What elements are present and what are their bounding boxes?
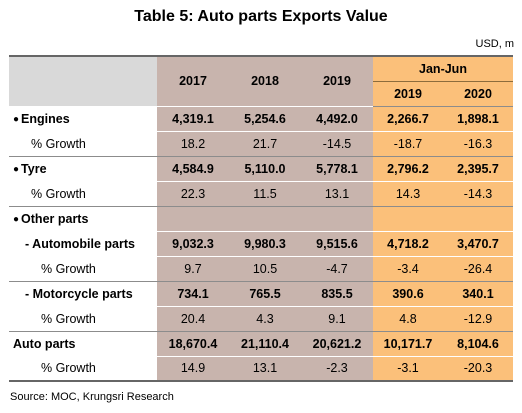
cell-2019: 20,621.2 (301, 331, 373, 357)
cell-jan-jun-2020 (443, 206, 513, 232)
cell-jan-jun-2019: -3.1 (373, 356, 443, 382)
cell-jan-jun-2020: 1,898.1 (443, 106, 513, 132)
row-label: % Growth (9, 181, 157, 207)
cell-2017: 4,319.1 (157, 106, 229, 132)
table-row: ● Tyre 4,584.9 5,110.0 5,778.1 2,796.2 2,… (9, 156, 513, 182)
cell-2019 (301, 206, 373, 232)
bullet-icon: ● (13, 213, 20, 225)
cell-jan-jun-2020: 3,470.7 (443, 231, 513, 257)
cell-2018: 13.1 (229, 356, 301, 382)
row-label: Auto parts (9, 331, 157, 357)
cell-2018: 765.5 (229, 281, 301, 307)
bullet-icon: ● (13, 113, 20, 125)
cell-2018 (229, 206, 301, 232)
cell-2017: 22.3 (157, 181, 229, 207)
row-label: - Automobile parts (9, 231, 157, 257)
header-label-cell (9, 55, 157, 107)
cell-2019: 835.5 (301, 281, 373, 307)
cell-jan-jun-2019: 2,266.7 (373, 106, 443, 132)
cell-2018: 4.3 (229, 306, 301, 332)
cell-jan-jun-2020: -12.9 (443, 306, 513, 332)
cell-jan-jun-2020: 8,104.6 (443, 331, 513, 357)
cell-jan-jun-2020: 340.1 (443, 281, 513, 307)
cell-2018: 9,980.3 (229, 231, 301, 257)
header-row-top: 2017 2018 2019 Jan-Jun (9, 55, 513, 107)
table-title: Table 5: Auto parts Exports Value (134, 8, 388, 25)
header-jan-jun: Jan-Jun (373, 55, 513, 82)
cell-2017: 4,584.9 (157, 156, 229, 182)
header-2018: 2018 (229, 55, 301, 107)
cell-2018: 21.7 (229, 131, 301, 157)
cell-2018: 5,254.6 (229, 106, 301, 132)
header-2019: 2019 (301, 55, 373, 107)
cell-jan-jun-2020: -16.3 (443, 131, 513, 157)
cell-2017: 734.1 (157, 281, 229, 307)
cell-2018: 10.5 (229, 256, 301, 282)
cell-2019: 13.1 (301, 181, 373, 207)
cell-jan-jun-2019: 2,796.2 (373, 156, 443, 182)
cell-2017: 14.9 (157, 356, 229, 382)
row-label: - Motorcycle parts (9, 281, 157, 307)
cell-jan-jun-2019: 390.6 (373, 281, 443, 307)
header-row-sub: 2019 2020 (9, 81, 513, 107)
cell-jan-jun-2019: -18.7 (373, 131, 443, 157)
cell-jan-jun-2019: 4.8 (373, 306, 443, 332)
cell-2019: -14.5 (301, 131, 373, 157)
table-row: % Growth 9.7 10.5 -4.7 -3.4 -26.4 (9, 256, 513, 282)
cell-2018: 5,110.0 (229, 156, 301, 182)
row-label: % Growth (9, 356, 157, 382)
cell-2019: -2.3 (301, 356, 373, 382)
table-row: % Growth 18.2 21.7 -14.5 -18.7 -16.3 (9, 131, 513, 157)
row-label: Other parts (21, 211, 89, 226)
table-row: Auto parts 18,670.4 21,110.4 20,621.2 10… (9, 331, 513, 357)
cell-2017 (157, 206, 229, 232)
cell-2019: 9.1 (301, 306, 373, 332)
table-row: % Growth 20.4 4.3 9.1 4.8 -12.9 (9, 306, 513, 332)
table-row: % Growth 22.3 11.5 13.1 14.3 -14.3 (9, 181, 513, 207)
table-row: ● Other parts (9, 206, 513, 232)
cell-2018: 21,110.4 (229, 331, 301, 357)
cell-2017: 9.7 (157, 256, 229, 282)
table-row: - Motorcycle parts 734.1 765.5 835.5 390… (9, 281, 513, 307)
row-label: % Growth (9, 306, 157, 332)
cell-2017: 9,032.3 (157, 231, 229, 257)
cell-jan-jun-2019: 10,171.7 (373, 331, 443, 357)
cell-2017: 18.2 (157, 131, 229, 157)
cell-jan-jun-2019: -3.4 (373, 256, 443, 282)
cell-2019: -4.7 (301, 256, 373, 282)
cell-2017: 18,670.4 (157, 331, 229, 357)
header-2017: 2017 (157, 55, 229, 107)
cell-2017: 20.4 (157, 306, 229, 332)
source-note: Source: MOC, Krungsri Research (10, 391, 174, 403)
cell-jan-jun-2020: -14.3 (443, 181, 513, 207)
bullet-icon: ● (13, 163, 20, 175)
cell-2019: 5,778.1 (301, 156, 373, 182)
cell-jan-jun-2019: 14.3 (373, 181, 443, 207)
exports-table: 2017 2018 2019 Jan-Jun 2019 2020 ● Engine… (9, 55, 513, 382)
unit-label: USD, m (475, 38, 515, 50)
cell-2018: 11.5 (229, 181, 301, 207)
cell-2019: 9,515.6 (301, 231, 373, 257)
cell-2019: 4,492.0 (301, 106, 373, 132)
cell-jan-jun-2020: 2,395.7 (443, 156, 513, 182)
row-label: Engines (21, 111, 70, 126)
cell-jan-jun-2020: -26.4 (443, 256, 513, 282)
cell-jan-jun-2020: -20.3 (443, 356, 513, 382)
header-jan-jun-2020: 2020 (443, 81, 513, 107)
table-row: % Growth 14.9 13.1 -2.3 -3.1 -20.3 (9, 356, 513, 382)
cell-jan-jun-2019 (373, 206, 443, 232)
table-row: ● Engines 4,319.1 5,254.6 4,492.0 2,266.7… (9, 106, 513, 132)
header-jan-jun-2019: 2019 (373, 81, 443, 107)
cell-jan-jun-2019: 4,718.2 (373, 231, 443, 257)
row-label: % Growth (9, 131, 157, 157)
table-row: - Automobile parts 9,032.3 9,980.3 9,515… (9, 231, 513, 257)
row-label: % Growth (9, 256, 157, 282)
row-label: Tyre (21, 161, 47, 176)
